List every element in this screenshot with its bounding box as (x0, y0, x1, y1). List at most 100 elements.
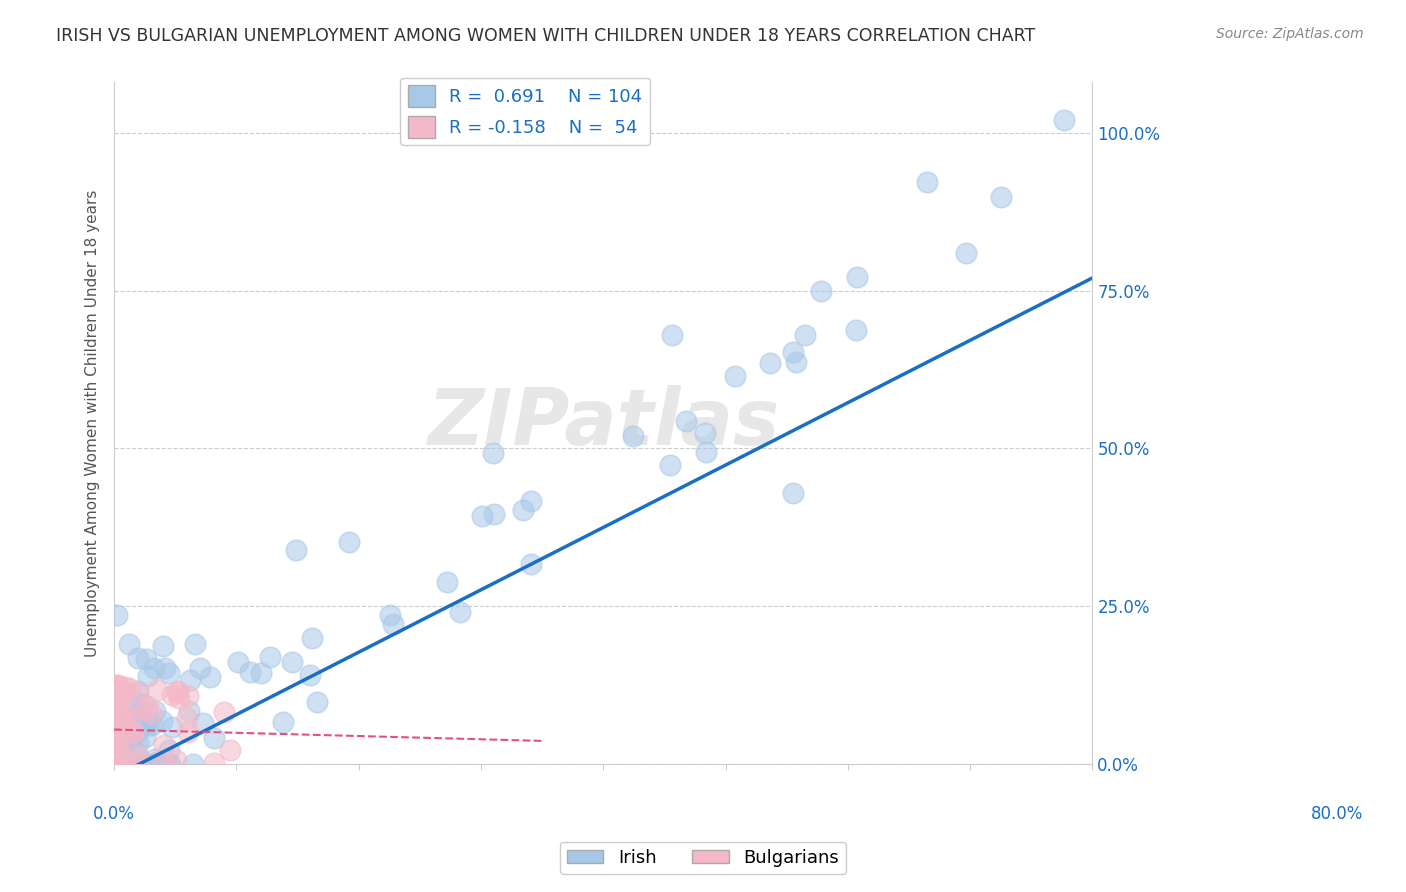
Point (759, 356, 782, 370)
Point (202, 731, 225, 745)
Point (259, 650, 281, 665)
Point (127, 736, 149, 750)
Point (118, 637, 141, 651)
Point (146, 756, 169, 771)
Point (111, 741, 134, 756)
Point (136, 699, 159, 714)
Point (436, 575, 458, 590)
Point (845, 323, 868, 337)
Point (111, 756, 134, 771)
Point (177, 725, 200, 739)
Point (128, 701, 150, 715)
Point (184, 637, 207, 651)
Point (520, 557, 543, 571)
Point (226, 655, 249, 669)
Point (141, 718, 163, 732)
Point (955, 246, 977, 260)
Point (110, 698, 132, 712)
Point (337, 535, 360, 549)
Point (131, 756, 153, 771)
Point (143, 704, 166, 718)
Point (104, 742, 127, 756)
Point (138, 669, 160, 683)
Point (120, 731, 142, 746)
Point (107, 716, 129, 731)
Point (152, 640, 174, 654)
Point (104, 744, 127, 758)
Point (153, 739, 176, 753)
Point (166, 685, 188, 699)
Point (127, 755, 149, 769)
Point (301, 632, 323, 646)
Point (157, 666, 180, 681)
Point (482, 445, 505, 459)
Point (167, 683, 190, 698)
Point (782, 486, 804, 500)
Point (110, 688, 132, 702)
Text: IRISH VS BULGARIAN UNEMPLOYMENT AMONG WOMEN WITH CHILDREN UNDER 18 YEARS CORRELA: IRISH VS BULGARIAN UNEMPLOYMENT AMONG WO… (56, 27, 1035, 45)
Point (104, 731, 127, 745)
Point (111, 685, 134, 699)
Point (118, 756, 141, 771)
Point (135, 651, 157, 665)
Point (107, 678, 129, 692)
Text: ZIPatlas: ZIPatlas (427, 385, 779, 461)
Point (107, 756, 129, 771)
Point (112, 719, 135, 733)
Point (104, 754, 127, 768)
Point (112, 753, 135, 767)
Point (104, 678, 127, 692)
Point (128, 756, 150, 771)
Point (132, 756, 155, 771)
Point (449, 605, 471, 619)
Point (271, 715, 294, 730)
Point (169, 691, 191, 706)
Point (484, 507, 506, 521)
Y-axis label: Unemployment Among Women with Children Under 18 years: Unemployment Among Women with Children U… (86, 189, 100, 657)
Point (519, 493, 541, 508)
Point (471, 509, 494, 524)
Point (155, 660, 177, 674)
Point (143, 752, 166, 766)
Point (621, 429, 644, 443)
Point (145, 756, 167, 771)
Point (125, 745, 148, 759)
Point (105, 709, 128, 723)
Point (104, 752, 127, 766)
Point (124, 756, 146, 771)
Point (1053, 113, 1076, 128)
Point (512, 502, 534, 516)
Point (202, 756, 225, 770)
Point (695, 445, 717, 459)
Point (177, 690, 200, 704)
Point (107, 750, 129, 764)
Point (157, 743, 180, 757)
Point (132, 697, 155, 711)
Point (121, 726, 143, 740)
Point (111, 712, 134, 726)
Point (127, 697, 149, 711)
Point (249, 666, 271, 681)
Point (107, 736, 129, 750)
Point (107, 680, 129, 694)
Point (146, 683, 169, 698)
Point (181, 756, 204, 771)
Point (120, 756, 142, 771)
Point (108, 744, 131, 758)
Point (127, 684, 149, 698)
Point (188, 661, 211, 675)
Point (193, 716, 215, 731)
Point (212, 705, 235, 719)
Point (108, 720, 131, 734)
Point (131, 718, 153, 732)
Point (160, 720, 183, 734)
Point (112, 707, 135, 722)
Point (110, 710, 132, 724)
Text: 0.0%: 0.0% (93, 805, 135, 823)
Point (284, 543, 307, 558)
Point (179, 673, 201, 687)
Point (198, 670, 221, 684)
Point (117, 756, 139, 771)
Point (990, 190, 1012, 204)
Point (152, 755, 174, 769)
